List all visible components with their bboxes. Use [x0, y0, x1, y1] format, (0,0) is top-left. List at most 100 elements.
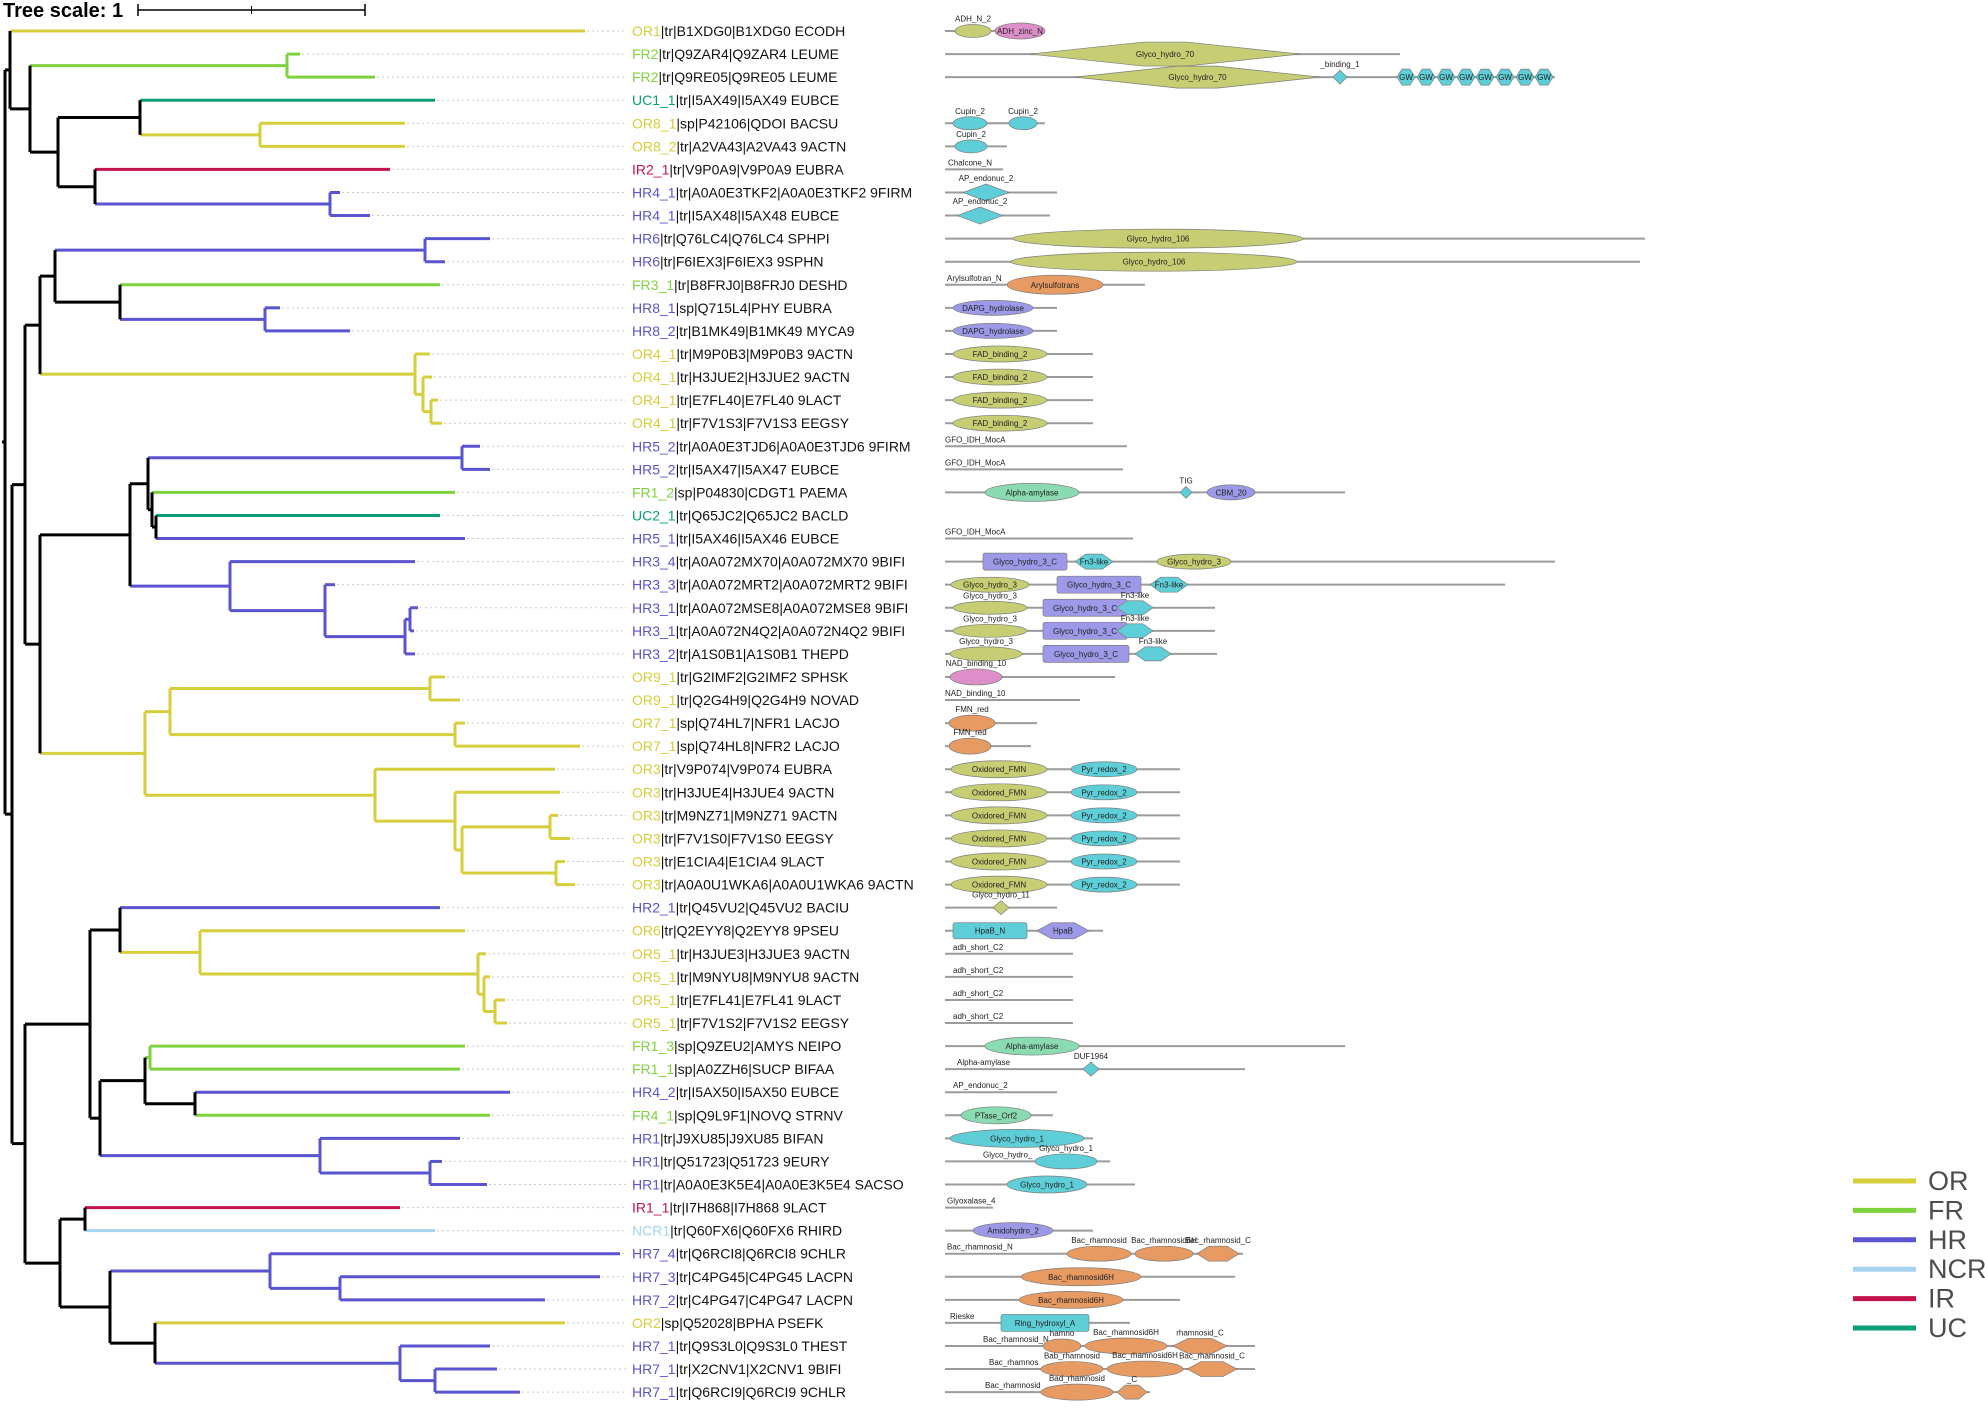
leaf-label: HR1|tr|A0A0E3K5E4|A0A0E3K5E4 SACSO: [632, 1177, 904, 1193]
domain-shape: [1010, 251, 1298, 272]
domain-label: Bac_rhamnosid_C: [1185, 1236, 1251, 1245]
domain-label: DAPG_hydrolase: [962, 327, 1024, 336]
domain-shape: [1000, 1314, 1090, 1332]
domain-label: hamno: [1050, 1329, 1075, 1338]
leaf-group-prefix: OR4_1: [632, 415, 677, 431]
leaf-accession: |tr|Q45VU2|Q45VU2 BACIU: [676, 900, 850, 916]
leaf-accession: |tr|A0A072MSE8|A0A072MSE8 9BIFI: [676, 600, 909, 616]
leaf-accession: |tr|A0A072MRT2|A0A072MRT2 9BIFI: [676, 577, 908, 593]
domain-shape: [1172, 1338, 1228, 1354]
domain-shape: [1116, 623, 1154, 639]
domain-label: Pyr_redox_2: [1081, 858, 1127, 867]
domain-label: TIG: [1179, 476, 1192, 485]
domain-label: adh_short_C2: [953, 943, 1004, 952]
domain-label: ADH_zinc_N: [997, 27, 1043, 36]
leaf-group-prefix: HR1: [632, 1153, 660, 1169]
leaf-label: HR3_2|tr|A1S0B1|A1S0B1 THEPD: [632, 646, 849, 662]
domain-label: Glyco_hydro_3_C: [1054, 650, 1118, 659]
domain-shape: [948, 714, 996, 732]
leaf-group-prefix: OR6: [632, 923, 661, 939]
domain-label: AP_endonuc_2: [953, 197, 1008, 206]
leaf-accession: |tr|M9NZ71|M9NZ71 9ACTN: [661, 807, 838, 823]
leaf-label: OR5_1|tr|F7V1S2|F7V1S2 EEGSY: [632, 1015, 850, 1031]
leaf-group-prefix: HR4_1: [632, 208, 676, 224]
domain-label: NAD_binding_10: [946, 659, 1007, 668]
domain-shape: [1116, 600, 1154, 616]
leaf-group-prefix: HR8_2: [632, 323, 676, 339]
leaf-group-prefix: HR7_1: [632, 1384, 676, 1400]
leaf-group-prefix: FR2: [632, 46, 659, 62]
domain-label: Oxidored_FMN: [972, 881, 1026, 890]
leaf-accession: |sp|P04830|CDGT1 PAEMA: [674, 484, 848, 500]
leaf-label: HR3_1|tr|A0A072N4Q2|A0A072N4Q2 9BIFI: [632, 623, 905, 639]
domain-label: Glyco_hydro_3: [1167, 558, 1221, 567]
leaf-accession: |tr|A0A072MX70|A0A072MX70 9BIFI: [676, 554, 906, 570]
leaf-accession: |tr|M9NYU8|M9NYU8 9ACTN: [676, 969, 859, 985]
leaf-accession: |tr|A0A0E3TKF2|A0A0E3TKF2 9FIRM: [676, 184, 913, 200]
legend-label: UC: [1928, 1313, 1967, 1343]
domain-label: Cupin_2: [1008, 107, 1038, 116]
domain-label: Glyco_hydro_70: [1168, 73, 1227, 82]
domain-shape: [950, 760, 1048, 779]
leaf-label: FR1_2|sp|P04830|CDGT1 PAEMA: [632, 484, 848, 500]
domain-label: Glyco_hydro_3: [963, 614, 1017, 623]
domain-label: Glyco_hydro_3: [963, 581, 1017, 590]
domain-shape: [1082, 1061, 1100, 1077]
domain-shape: [949, 646, 1023, 662]
domain-shape: [952, 345, 1048, 363]
leaf-accession: |tr|C4PG47|C4PG47 LACPN: [676, 1292, 853, 1308]
leaf-label: OR4_1|tr|F7V1S3|F7V1S3 EEGSY: [632, 415, 850, 431]
leaf-group-prefix: IR1_1: [632, 1200, 670, 1216]
leaf-group-prefix: FR3_1: [632, 277, 674, 293]
domain-shape: [1066, 1245, 1132, 1262]
domain-shape: [1074, 553, 1114, 570]
leaf-accession: |tr|M9P0B3|M9P0B3 9ACTN: [676, 346, 853, 362]
leaf-accession: |tr|B1XDG0|B1XDG0 ECODH: [661, 23, 845, 39]
domain-label: GW: [1498, 73, 1512, 82]
domain-label: FAD_binding_2: [973, 373, 1028, 382]
domain-label: GW: [1518, 73, 1532, 82]
domain-shape: [949, 1129, 1085, 1148]
domain-label: Bac_rhamnosid6H: [1093, 1328, 1159, 1337]
leaf-rows: OR1|tr|B1XDG0|B1XDG0 ECODH ADH_N_2 ADH_zin…: [632, 15, 1645, 1401]
domain-label: Rieske: [950, 1312, 975, 1321]
domain-label: Glyco_hydro_3_C: [993, 558, 1057, 567]
leaf-label: FR3_1|tr|B8FRJ0|B8FRJ0 DESHD: [632, 277, 848, 293]
domain-shape: [952, 368, 1048, 386]
domain-shape: [1006, 1175, 1088, 1194]
leaf-label: OR9_1|tr|G2IMF2|G2IMF2 SPHSK: [632, 669, 849, 685]
domain-shape: [1042, 645, 1130, 663]
domain-label: GW: [1399, 73, 1413, 82]
leaf-group-prefix: OR3: [632, 877, 661, 893]
leaf-label: FR2|tr|Q9ZAR4|Q9ZAR4 LEUME: [632, 46, 839, 62]
leaf-group-prefix: HR3_4: [632, 554, 676, 570]
leaf-label: HR6|tr|Q76LC4|Q76LC4 SPHPI: [632, 231, 830, 247]
leaf-label: HR5_2|tr|A0A0E3TJD6|A0A0E3TJD6 9FIRM: [632, 438, 911, 454]
domain-shape: [1070, 807, 1138, 824]
domain-label: Pyr_redox_2: [1081, 788, 1127, 797]
leaf-label: HR7_1|tr|X2CNV1|X2CNV1 9BIFI: [632, 1361, 841, 1377]
domain-label: Fn3-like: [1155, 581, 1184, 590]
domain-shape: [992, 900, 1010, 916]
domain-label: adh_short_C2: [953, 1012, 1004, 1021]
domain-label: FAD_binding_2: [973, 396, 1028, 405]
domain-shape: [1020, 1267, 1142, 1287]
domain-label: Bab_rhamnosid: [1044, 1352, 1100, 1361]
leaf-accession: |tr|Q76LC4|Q76LC4 SPHPI: [660, 231, 830, 247]
domain-shape: [1186, 1361, 1238, 1377]
domain-label: GW: [1459, 73, 1473, 82]
leaf-group-prefix: HR2_1: [632, 900, 676, 916]
domain-label: Bac_rhamnos: [989, 1358, 1038, 1367]
leaf-label: OR9_1|tr|Q2G4H9|Q2G4H9 NOVAD: [632, 692, 859, 708]
domain-shape: [950, 576, 1030, 593]
leaf-label: OR4_1|tr|M9P0B3|M9P0B3 9ACTN: [632, 346, 853, 362]
leaf-group-prefix: HR4_2: [632, 1084, 676, 1100]
leaf-group-prefix: OR3: [632, 807, 661, 823]
domain-label: AP_endonuc_2: [953, 1081, 1008, 1090]
leaf-accession: |tr|F7V1S2|F7V1S2 EEGSY: [676, 1015, 849, 1031]
domain-shape: [1070, 761, 1138, 778]
domain-label: GFO_IDH_MocA: [945, 528, 1006, 537]
domain-label: Bac_rhamnosid_C: [1179, 1352, 1245, 1361]
domain-label: Bac_rhamnosid_N: [983, 1335, 1049, 1344]
